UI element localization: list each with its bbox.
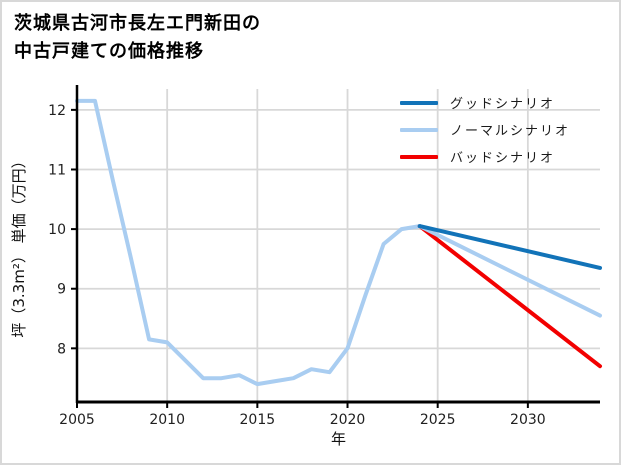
legend-swatch-bad-scenario [400,154,438,159]
chart-legend: グッドシナリオ ノーマルシナリオ バッドシナリオ [400,89,570,170]
forecast-line-good [417,224,602,270]
legend-item-bad-scenario: バッドシナリオ [400,143,570,170]
x-tick-label-2020: 2020 [330,412,366,428]
x-axis-label: 年 [331,430,346,448]
x-tick-label-2005: 2005 [59,412,95,428]
chart-title-line-1: 茨城県古河市長左エ門新田の [14,13,261,34]
legend-swatch-good-scenario [400,100,438,105]
legend-item-good-scenario: グッドシナリオ [400,89,570,116]
y-tick-label-12: 12 [48,103,66,119]
y-tick-label-8: 8 [57,341,66,357]
legend-item-normal-scenario: ノーマルシナリオ [400,116,570,143]
legend-label-normal-scenario: ノーマルシナリオ [450,124,571,139]
chart-title: 茨城県古河市長左エ門新田の 中古戸建ての価格推移 [14,10,261,66]
legend-label-good-scenario: グッドシナリオ [450,97,556,112]
chart-title-line-2: 中古戸建ての価格推移 [14,41,204,62]
y-tick-label-11: 11 [48,162,66,178]
y-axis-label: 坪（3.3m²） 単価（万円） [10,153,28,337]
y-tick-label-9: 9 [57,282,66,298]
x-tick-label-2030: 2030 [510,412,546,428]
legend-label-bad-scenario: バッドシナリオ [450,151,556,166]
legend-swatch-normal-scenario [400,127,438,132]
forecast-line-bad [417,224,602,369]
history-price-line [75,98,422,387]
x-tick-label-2025: 2025 [420,412,456,428]
x-tick-label-2015: 2015 [240,412,276,428]
y-tick-label-10: 10 [48,222,66,238]
x-tick-label-2010: 2010 [149,412,185,428]
forecast-line-normal [417,224,602,318]
